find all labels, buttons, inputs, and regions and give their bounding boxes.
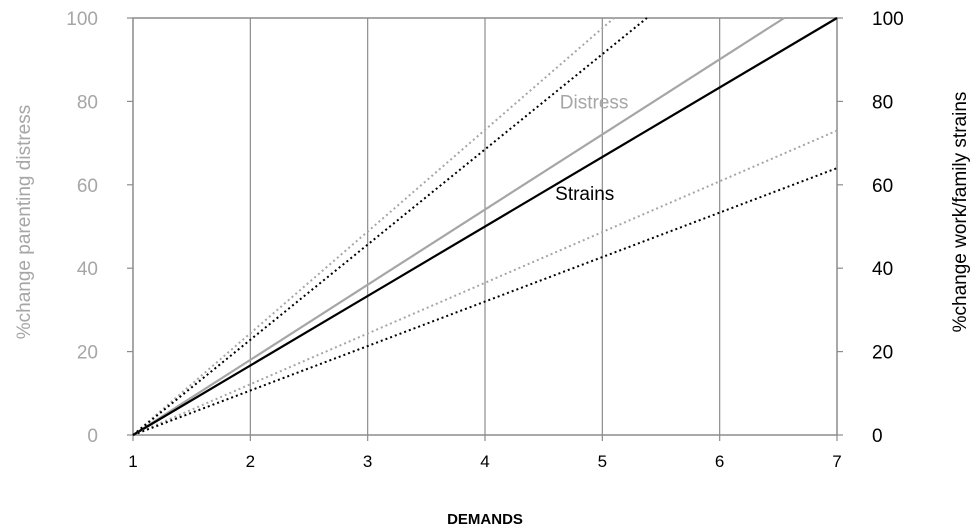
left-tick-label: 40 — [77, 259, 98, 280]
x-tick-label: 7 — [832, 452, 841, 471]
x-tick-label: 5 — [598, 452, 607, 471]
right-tick-label: 0 — [872, 426, 883, 447]
left-tick-label: 20 — [77, 343, 98, 364]
bound-4-line — [132, 17, 648, 436]
x-tick-label: 6 — [715, 452, 724, 471]
right-tick-label: 60 — [872, 176, 893, 197]
right-tick-label: 80 — [872, 92, 893, 113]
strains-line — [132, 17, 838, 436]
distress-label: Distress — [560, 92, 629, 113]
x-tick-label: 4 — [480, 452, 489, 471]
line-annotations: Distress Strains — [555, 92, 628, 205]
left-tick-label: 100 — [66, 9, 98, 30]
left-y-axis-title: %change parenting distress — [14, 105, 35, 339]
right-tick-label: 100 — [872, 9, 904, 30]
x-tick-label: 2 — [246, 452, 255, 471]
series-lines — [132, 17, 838, 436]
x-tick-label: 3 — [363, 452, 372, 471]
left-tick-label: 0 — [87, 426, 98, 447]
left-axis-ticks: 0 20 40 60 80 100 — [66, 9, 133, 447]
x-axis-ticks: 1 2 3 4 5 6 7 — [128, 435, 842, 471]
left-tick-label: 60 — [77, 176, 98, 197]
x-axis-title: DEMANDS — [447, 511, 523, 528]
right-y-axis-title: %change work/family strains — [950, 92, 971, 333]
x-tick-label: 1 — [128, 452, 137, 471]
bound-2-line — [132, 17, 615, 436]
right-tick-label: 40 — [872, 259, 893, 280]
right-axis-ticks: 0 20 40 60 80 100 — [837, 9, 904, 447]
left-tick-label: 80 — [77, 92, 98, 113]
strains-label: Strains — [555, 184, 614, 205]
bound-5-line — [132, 167, 838, 436]
right-tick-label: 20 — [872, 343, 893, 364]
distress-line — [132, 17, 785, 436]
